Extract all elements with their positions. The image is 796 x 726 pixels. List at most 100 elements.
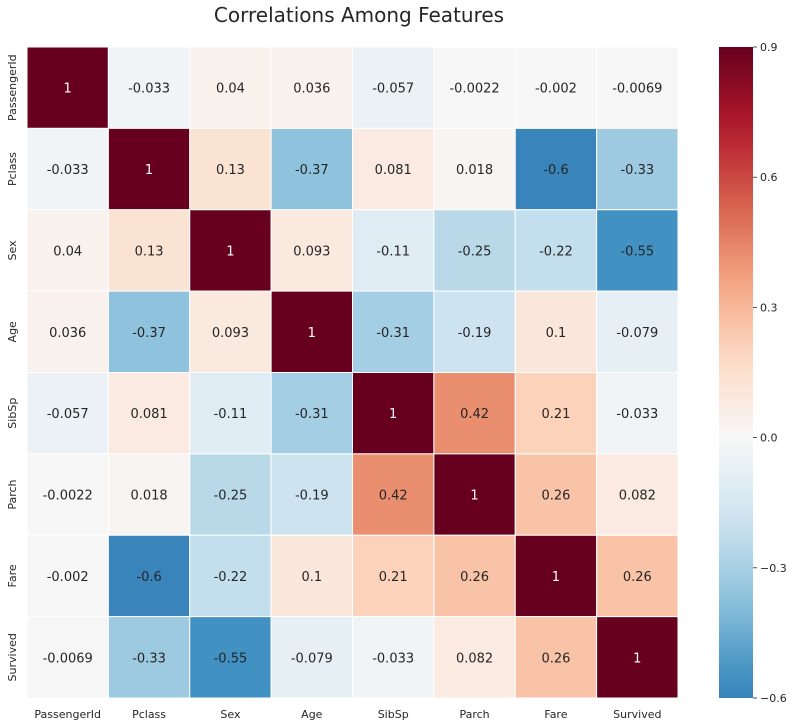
heatmap-cell: [352, 616, 435, 699]
colorbar-tick-label: 0.3: [760, 301, 778, 314]
heatmap-cell: [433, 372, 516, 455]
cell-annotation: -0.6: [136, 570, 161, 585]
cell-annotation: 0.1: [301, 570, 322, 585]
chart-title: Correlations Among Features: [214, 3, 504, 27]
heatmap-cell: [433, 209, 516, 292]
x-tick-label: Age: [301, 708, 323, 721]
cell-annotation: -0.55: [214, 651, 248, 666]
cell-annotation: -0.19: [295, 489, 329, 504]
cell-annotation: 0.42: [460, 407, 489, 422]
x-tick-label: Survived: [613, 708, 661, 721]
cell-annotation: -0.033: [128, 82, 170, 97]
heatmap-cell: [26, 534, 109, 618]
heatmap-cells: [26, 46, 679, 699]
cell-annotation: 0.093: [293, 244, 330, 259]
heatmap-cell: [26, 290, 109, 373]
cell-annotation: 1: [633, 651, 641, 666]
heatmap-cell: [352, 290, 435, 373]
heatmap-cell: [514, 209, 598, 292]
colorbar-tick-label: −0.3: [760, 562, 787, 575]
y-tick-label: Fare: [6, 564, 19, 587]
heatmap-cell: [107, 616, 191, 699]
heatmap-cell: [352, 372, 435, 455]
heatmap-cell: [352, 127, 435, 211]
x-tick-label: Sex: [220, 708, 241, 721]
cell-annotation: 0.04: [216, 82, 245, 97]
heatmap-cell: [270, 127, 353, 211]
y-tick-label: Pclass: [6, 152, 19, 186]
heatmap-cell: [433, 616, 516, 699]
cell-annotation: 0.036: [49, 326, 86, 341]
cell-annotation: -0.002: [535, 82, 577, 97]
heatmap-cell: [270, 46, 353, 129]
heatmap-annotations: 1 -0.033 0.04 0.036 -0.057 -0.0022 -0.002 -0.00…: [43, 82, 663, 667]
cell-annotation: -0.0022: [43, 489, 93, 504]
cell-annotation: 1: [552, 570, 560, 585]
cell-annotation: -0.0069: [43, 651, 93, 666]
cell-annotation: -0.37: [132, 326, 166, 341]
x-tick-label: PassengerId: [34, 708, 101, 721]
cell-annotation: -0.002: [47, 570, 89, 585]
colorbar-tick-label: −0.6: [760, 692, 787, 705]
colorbar-ticks: −0.6 −0.3 0.0 0.3 0.6 0.9: [753, 41, 787, 705]
cell-annotation: -0.11: [376, 244, 410, 259]
x-tick-label: SibSp: [378, 708, 409, 721]
colorbar: [719, 47, 753, 698]
cell-annotation: 1: [308, 326, 316, 341]
cell-annotation: 0.082: [456, 651, 493, 666]
cell-annotation: -0.33: [620, 163, 654, 178]
cell-annotation: -0.31: [295, 407, 329, 422]
heatmap-cell: [107, 534, 191, 618]
cell-annotation: 0.26: [541, 651, 570, 666]
cell-annotation: -0.25: [214, 489, 248, 504]
cell-annotation: 1: [226, 244, 234, 259]
heatmap-cell: [433, 46, 516, 129]
heatmap-cell: [189, 290, 272, 373]
heatmap-cell: [26, 209, 109, 292]
cell-annotation: -0.11: [214, 407, 248, 422]
cell-annotation: -0.0069: [612, 82, 662, 97]
heatmap-cell: [596, 209, 679, 292]
heatmap-cell: [514, 372, 598, 455]
x-tick-label: Parch: [459, 708, 489, 721]
cell-annotation: -0.079: [616, 326, 658, 341]
cell-annotation: 0.04: [53, 244, 82, 259]
heatmap-cell: [107, 209, 191, 292]
cell-annotation: -0.22: [539, 244, 573, 259]
cell-annotation: -0.25: [458, 244, 492, 259]
cell-annotation: -0.33: [132, 651, 166, 666]
y-axis-ticks: PassengerId Pclass Sex Age SibSp Parch Fare Sur…: [6, 54, 19, 681]
heatmap-cell: [26, 46, 109, 129]
heatmap-cell: [352, 534, 435, 618]
cell-annotation: 1: [64, 82, 72, 97]
heatmap-cell: [596, 453, 679, 536]
heatmap-cell: [596, 616, 679, 699]
heatmap-cell: [433, 534, 516, 618]
heatmap-cell: [189, 616, 272, 699]
heatmap-cell: [189, 534, 272, 618]
y-tick-label: Age: [6, 321, 19, 343]
heatmap-cell: [107, 453, 191, 536]
colorbar-tick-label: 0.0: [760, 432, 778, 445]
cell-annotation: 0.26: [623, 570, 652, 585]
cell-annotation: -0.31: [376, 326, 410, 341]
heatmap-cell: [352, 453, 435, 536]
y-tick-label: Sex: [6, 240, 19, 261]
cell-annotation: 0.082: [619, 489, 656, 504]
x-tick-label: Pclass: [132, 708, 166, 721]
cell-annotation: -0.079: [291, 651, 333, 666]
heatmap-cell: [270, 372, 353, 455]
cell-annotation: 0.036: [293, 82, 330, 97]
cell-annotation: 1: [145, 163, 153, 178]
y-tick-label: Parch: [6, 479, 19, 509]
cell-annotation: 1: [389, 407, 397, 422]
cell-annotation: 0.093: [212, 326, 249, 341]
cell-annotation: -0.033: [616, 407, 658, 422]
cell-annotation: 0.21: [541, 407, 570, 422]
heatmap-cell: [596, 127, 679, 211]
heatmap-cell: [514, 290, 598, 373]
cell-annotation: 0.42: [379, 489, 408, 504]
cell-annotation: -0.057: [47, 407, 89, 422]
cell-annotation: 1: [470, 489, 478, 504]
heatmap-cell: [107, 46, 191, 129]
